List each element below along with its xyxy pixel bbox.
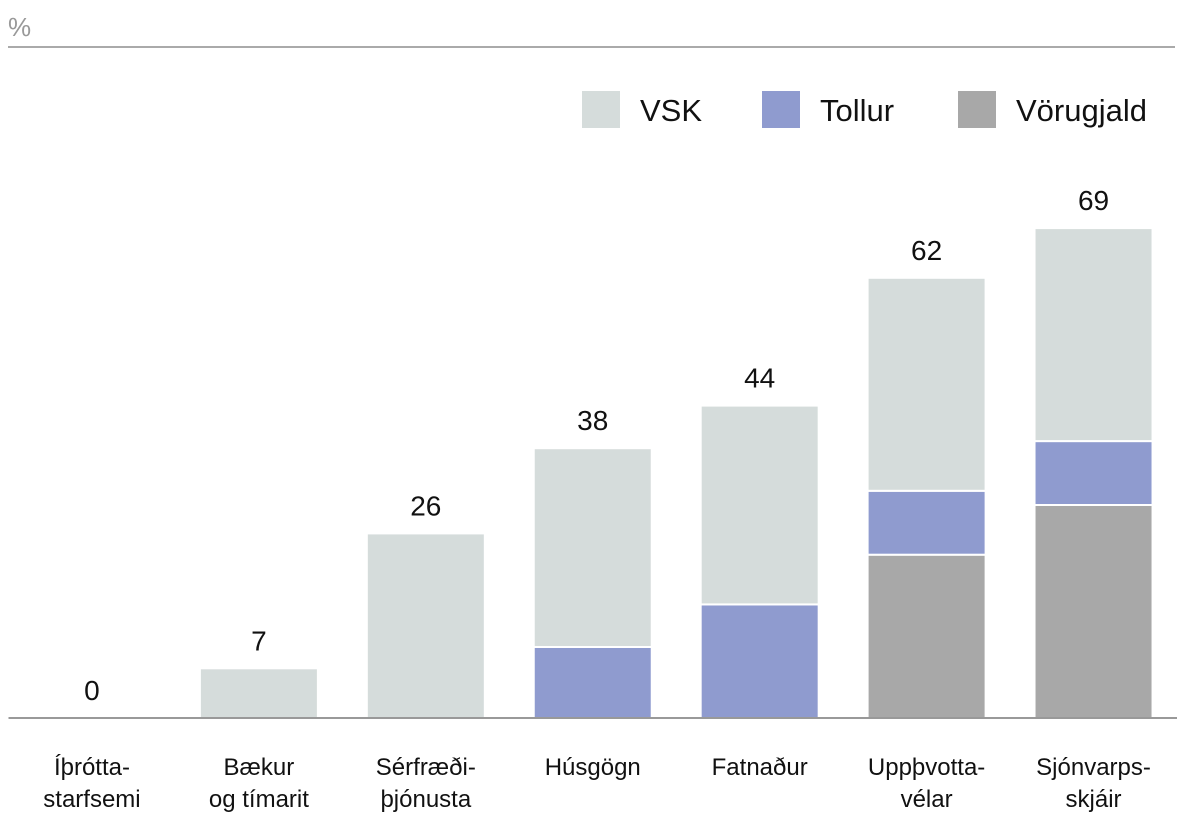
legend-label: Tollur xyxy=(820,93,894,128)
x-tick-label: Bækur og tímarit xyxy=(209,754,309,813)
legend-swatch xyxy=(582,91,620,128)
total-label: 38 xyxy=(577,405,608,436)
x-tick-line: Húsgögn xyxy=(545,754,641,781)
bar-segment xyxy=(1033,227,1154,443)
bar-segment xyxy=(699,603,820,720)
x-tick-label: Sjónvarps-skjáir xyxy=(1036,754,1151,813)
total-label: 69 xyxy=(1078,185,1109,216)
x-tick-label: Uppþvotta-vélar xyxy=(868,754,985,813)
x-tick-line: Fatnaður xyxy=(712,754,808,781)
legend-swatch xyxy=(958,91,996,128)
x-tick-line: Íþrótta- xyxy=(54,754,130,781)
x-tick-line: Uppþvotta- xyxy=(868,754,985,781)
bar-segment xyxy=(532,646,653,719)
x-tick-label: Fatnaður xyxy=(712,754,808,781)
bar-segment xyxy=(1033,504,1154,719)
bar-segment xyxy=(532,447,653,649)
bar-segment xyxy=(1033,440,1154,507)
x-tick-label: Íþrótta-starfsemi xyxy=(43,754,140,813)
legend-swatch xyxy=(762,91,800,128)
total-label: 7 xyxy=(251,625,267,656)
legend-label: VSK xyxy=(640,93,702,128)
x-tick-label: Sérfræði-þjónusta xyxy=(376,754,476,813)
total-label: 0 xyxy=(84,675,100,706)
x-tick-line: þjónusta xyxy=(380,786,471,813)
bar-segment xyxy=(866,489,987,556)
x-tick-line: Bækur xyxy=(224,754,295,781)
x-tick-line: starfsemi xyxy=(43,786,140,813)
x-tick-line: skjáir xyxy=(1066,786,1122,813)
bar-segment xyxy=(365,532,486,720)
total-label: 26 xyxy=(410,490,441,521)
x-tick-line: og tímarit xyxy=(209,786,309,813)
bar-segment xyxy=(866,276,987,492)
legend-label: Vörugjald xyxy=(1016,93,1147,128)
x-tick-line: Sérfræði- xyxy=(376,754,476,781)
total-label: 44 xyxy=(744,363,775,394)
total-label: 62 xyxy=(911,235,942,266)
x-tick-line: Sjónvarps- xyxy=(1036,754,1151,781)
y-axis-label: % xyxy=(8,12,31,42)
bar-segment xyxy=(866,553,987,720)
x-tick-line: vélar xyxy=(901,786,953,813)
bar-segment xyxy=(699,404,820,606)
x-tick-label: Húsgögn xyxy=(545,754,641,781)
bar-segment xyxy=(198,667,319,719)
